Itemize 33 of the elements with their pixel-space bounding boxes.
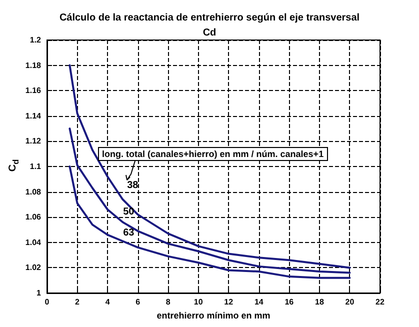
line-series xyxy=(68,166,351,279)
x-tick-label: 4 xyxy=(105,298,110,306)
x-tick-label: 22 xyxy=(376,298,385,306)
series-label: 50 xyxy=(123,206,135,218)
y-tick-label: 1.16 xyxy=(25,86,42,96)
y-tick-label: 1.12 xyxy=(25,136,42,146)
line-series xyxy=(68,128,351,274)
y-tick-label: 1.02 xyxy=(25,263,42,272)
annotation: long. total (canales+hierro) en mm / núm. canales+1 xyxy=(98,147,328,161)
x-axis-title: entrehierro mínimo en mm xyxy=(156,310,270,320)
y-tick-label: 1.06 xyxy=(25,212,42,222)
y-tick-label: 1.18 xyxy=(25,60,42,70)
x-tick-label: 18 xyxy=(315,298,324,306)
y-tick-label: 1.14 xyxy=(25,111,42,120)
x-tick-label: 12 xyxy=(224,298,234,306)
x-tick-label: 14 xyxy=(254,298,264,306)
x-tick-label: 10 xyxy=(194,298,204,306)
y-tick-label: 1 xyxy=(36,288,42,298)
series-label: 38 xyxy=(127,180,139,191)
x-tick-label: 16 xyxy=(284,298,294,306)
y-tick-label: 1.04 xyxy=(25,238,42,247)
line-series xyxy=(68,64,351,269)
y-tick-label: 1.1 xyxy=(30,162,42,171)
x-tick-label: 2 xyxy=(75,298,80,306)
chart-subtitle: Cd xyxy=(202,28,216,38)
x-tick-label: 20 xyxy=(345,298,355,306)
y-tick-label: 1.2 xyxy=(30,36,42,44)
series-label: 63 xyxy=(123,228,135,239)
y-tick-label: 1.08 xyxy=(25,187,42,196)
x-tick-label: 0 xyxy=(44,298,50,306)
chart-title: Cálculo de la reactancia de entrehierro según el eje transversal xyxy=(59,12,360,24)
x-tick-label: 8 xyxy=(166,298,171,306)
x-tick-label: 6 xyxy=(136,298,141,306)
